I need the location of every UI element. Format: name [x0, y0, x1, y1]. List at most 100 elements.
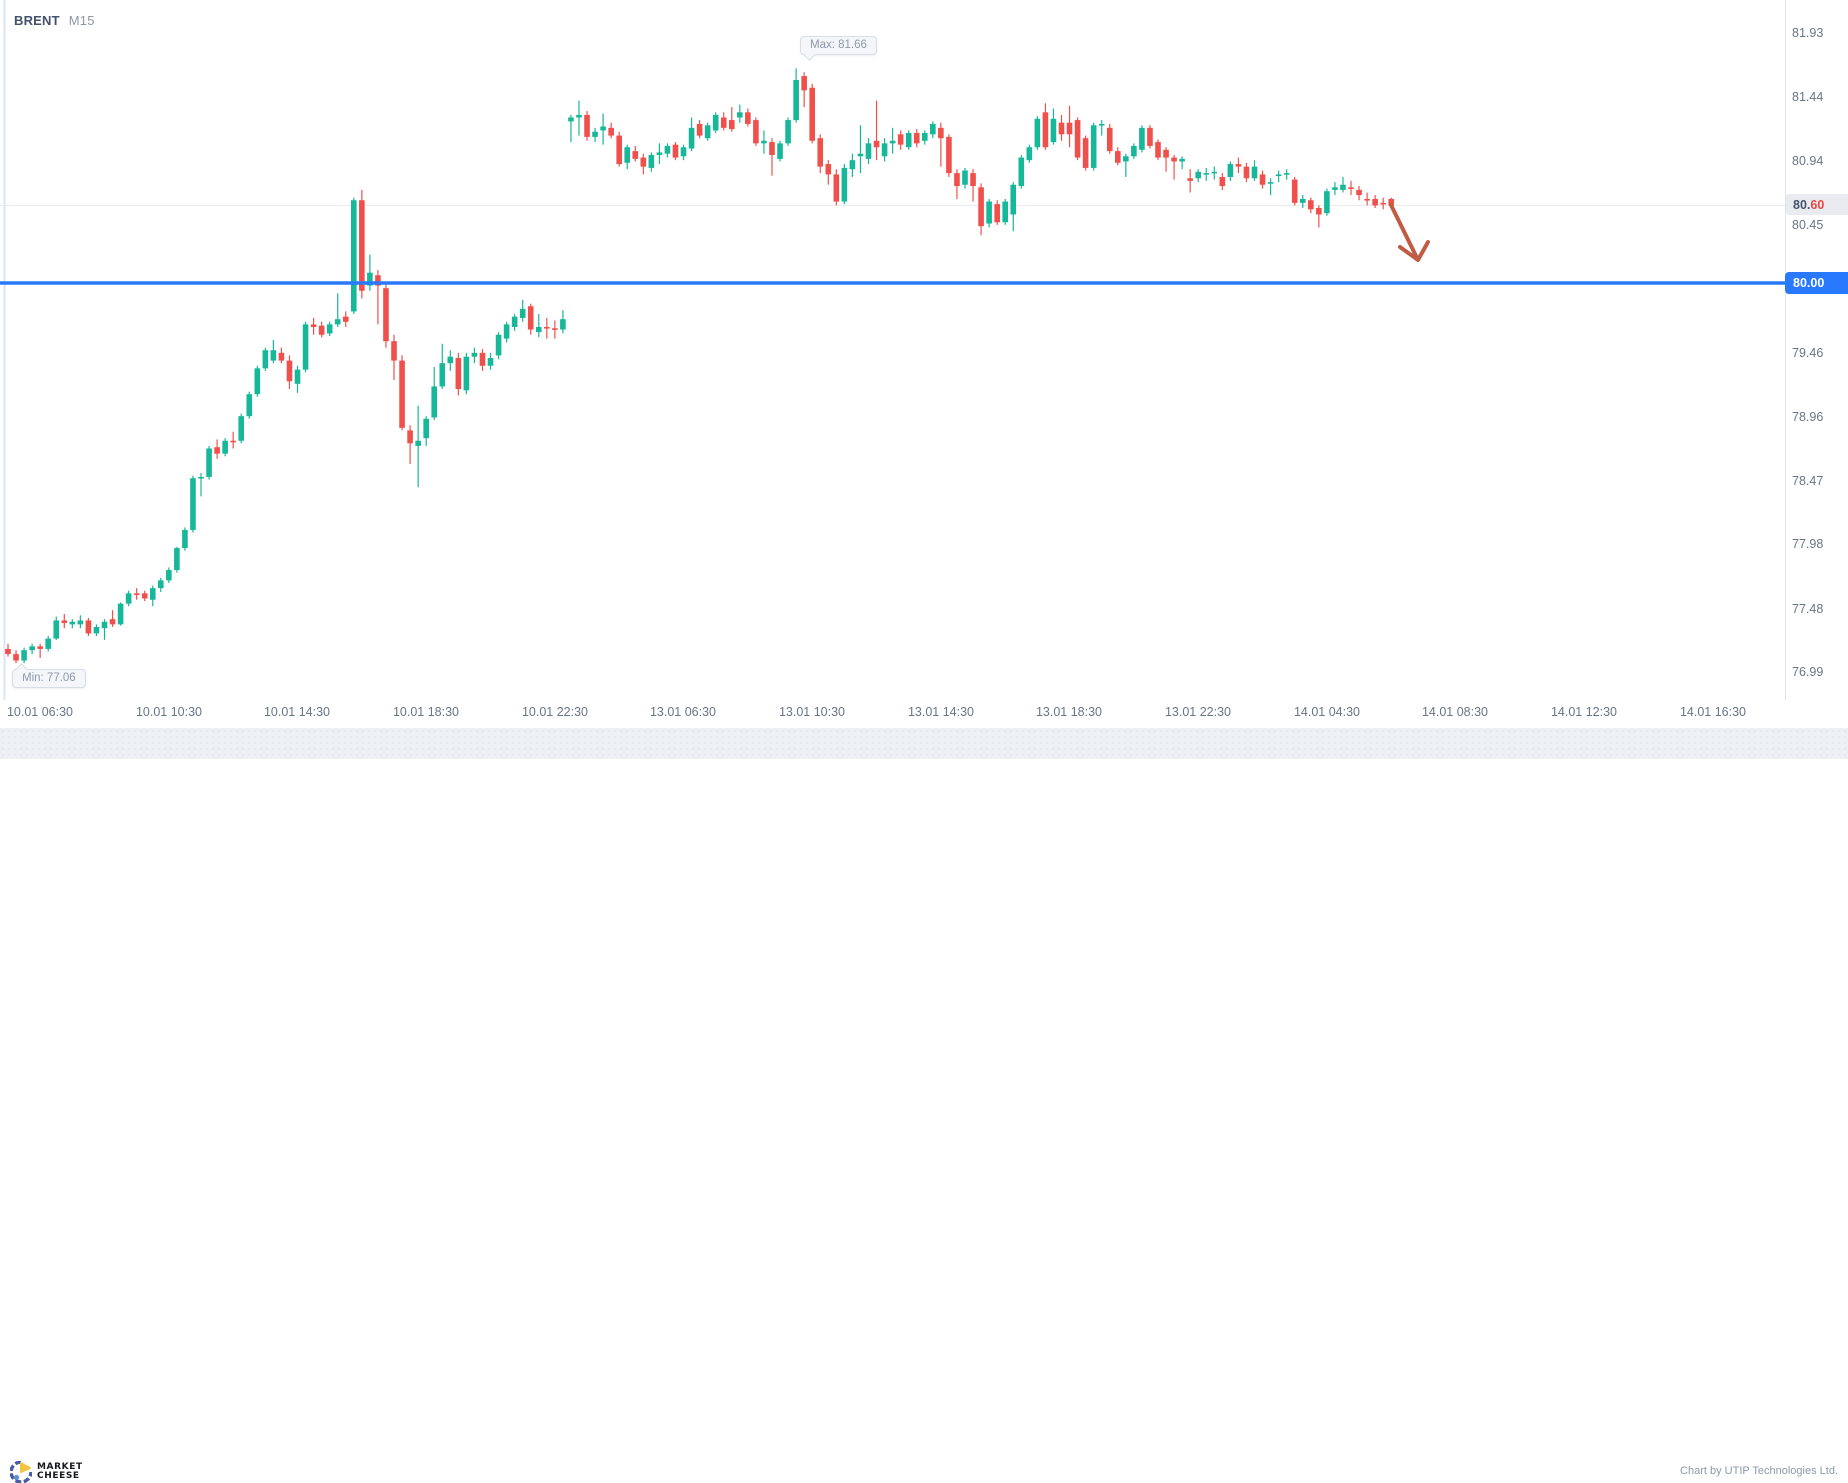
candle-body [1316, 208, 1322, 215]
candle-body [1042, 112, 1049, 148]
candle-body [640, 157, 647, 167]
price-tick-label: 81.93 [1792, 26, 1824, 41]
candle-body [342, 316, 349, 322]
candle-body [190, 478, 196, 530]
candle-body [222, 440, 228, 454]
candle-body [1147, 127, 1153, 146]
candle-body [881, 143, 888, 157]
candle-body [527, 306, 534, 330]
candle-body [704, 125, 711, 139]
candle-body [1106, 127, 1113, 152]
candle-body [873, 140, 880, 148]
candle-body [1187, 178, 1193, 181]
candle-body [29, 646, 35, 651]
candle-body [174, 548, 180, 571]
time-tick-label: 10.01 18:30 [392, 705, 460, 719]
candle-body [592, 131, 598, 137]
candle-body [535, 326, 542, 333]
candle-body [962, 170, 968, 185]
candle-body [93, 626, 100, 634]
candle-body [262, 350, 269, 369]
candle-body [954, 173, 960, 187]
candle-body [1275, 174, 1282, 176]
candle-body [286, 360, 293, 382]
candle-body [334, 319, 341, 325]
candle-body [552, 328, 558, 330]
time-tick-label: 14.01 12:30 [1550, 705, 1618, 719]
candle-body [1235, 164, 1242, 167]
candle-body [1074, 120, 1081, 158]
candle-body [13, 654, 19, 661]
candle-body [1034, 118, 1041, 148]
candle-body [318, 325, 325, 335]
candle-body [61, 620, 68, 624]
candlestick-plot[interactable] [0, 0, 1848, 759]
candle-body [889, 140, 896, 144]
candle-body [745, 112, 751, 124]
time-tick-label: 13.01 06:30 [649, 705, 717, 719]
candle-body [198, 476, 204, 479]
candle-body [616, 135, 622, 165]
time-tick-label: 14.01 08:30 [1421, 705, 1489, 719]
candle-body [930, 123, 936, 135]
max-price-tooltip: Max: 81.66 [800, 36, 877, 61]
candle-body [938, 127, 944, 139]
candle-body [415, 440, 421, 446]
chart-header: BRENT M15 [14, 13, 95, 28]
candle-body [1219, 176, 1226, 187]
candle-body [1364, 198, 1370, 201]
candle-body [1308, 200, 1314, 210]
candle-body [1179, 158, 1185, 162]
candle-body [109, 619, 116, 625]
candle-body [1299, 198, 1306, 203]
candle-body [994, 204, 1000, 223]
candle-body [712, 114, 719, 131]
candle-body [680, 147, 687, 157]
candle-body [905, 133, 912, 148]
candle-body [1388, 198, 1395, 206]
candle-body [1380, 202, 1386, 205]
price-tick-label: 77.48 [1792, 601, 1824, 616]
candle-body [206, 448, 212, 477]
candle-body [391, 341, 397, 361]
current-price-int: 80. [1793, 197, 1811, 212]
price-tick-label: 77.98 [1792, 537, 1824, 552]
candle-body [1098, 123, 1105, 126]
candle-body [487, 357, 494, 366]
candle-body [479, 352, 486, 366]
candle-body [777, 143, 783, 159]
time-tick-label: 14.01 16:30 [1679, 705, 1747, 719]
candle-body [238, 416, 245, 441]
candle-body [576, 114, 582, 118]
candle-body [600, 126, 606, 131]
logo-line2: CHEESE [37, 1471, 80, 1481]
down-arrow-annotation[interactable] [1389, 203, 1430, 262]
candle-body [672, 144, 679, 158]
footer-bar: MARKET CHEESE Chart by UTIP Technologies… [0, 728, 1848, 1483]
candle-body [986, 201, 992, 224]
candle-body [1131, 145, 1137, 157]
candle-body [1340, 184, 1346, 190]
candle-body [769, 142, 775, 155]
candle-body [294, 369, 301, 384]
candle-body [841, 167, 848, 202]
min-price-tooltip: Min: 77.06 [12, 663, 86, 688]
candle-body [53, 620, 60, 639]
candle-body [326, 324, 333, 334]
candle-body [270, 350, 277, 361]
candle-body [801, 76, 807, 91]
candle-body [1010, 184, 1017, 215]
candle-body [1283, 173, 1290, 175]
candle-body [688, 127, 695, 149]
candle-body [1058, 122, 1065, 135]
candle-body [753, 120, 759, 144]
candle-body [439, 363, 446, 387]
candle-body [101, 621, 108, 629]
candle-body [648, 154, 655, 168]
time-tick-label: 13.01 22:30 [1164, 705, 1232, 719]
candle-body [793, 79, 799, 121]
candle-body [133, 593, 140, 595]
candle-body [978, 187, 984, 227]
candle-body [166, 570, 172, 581]
